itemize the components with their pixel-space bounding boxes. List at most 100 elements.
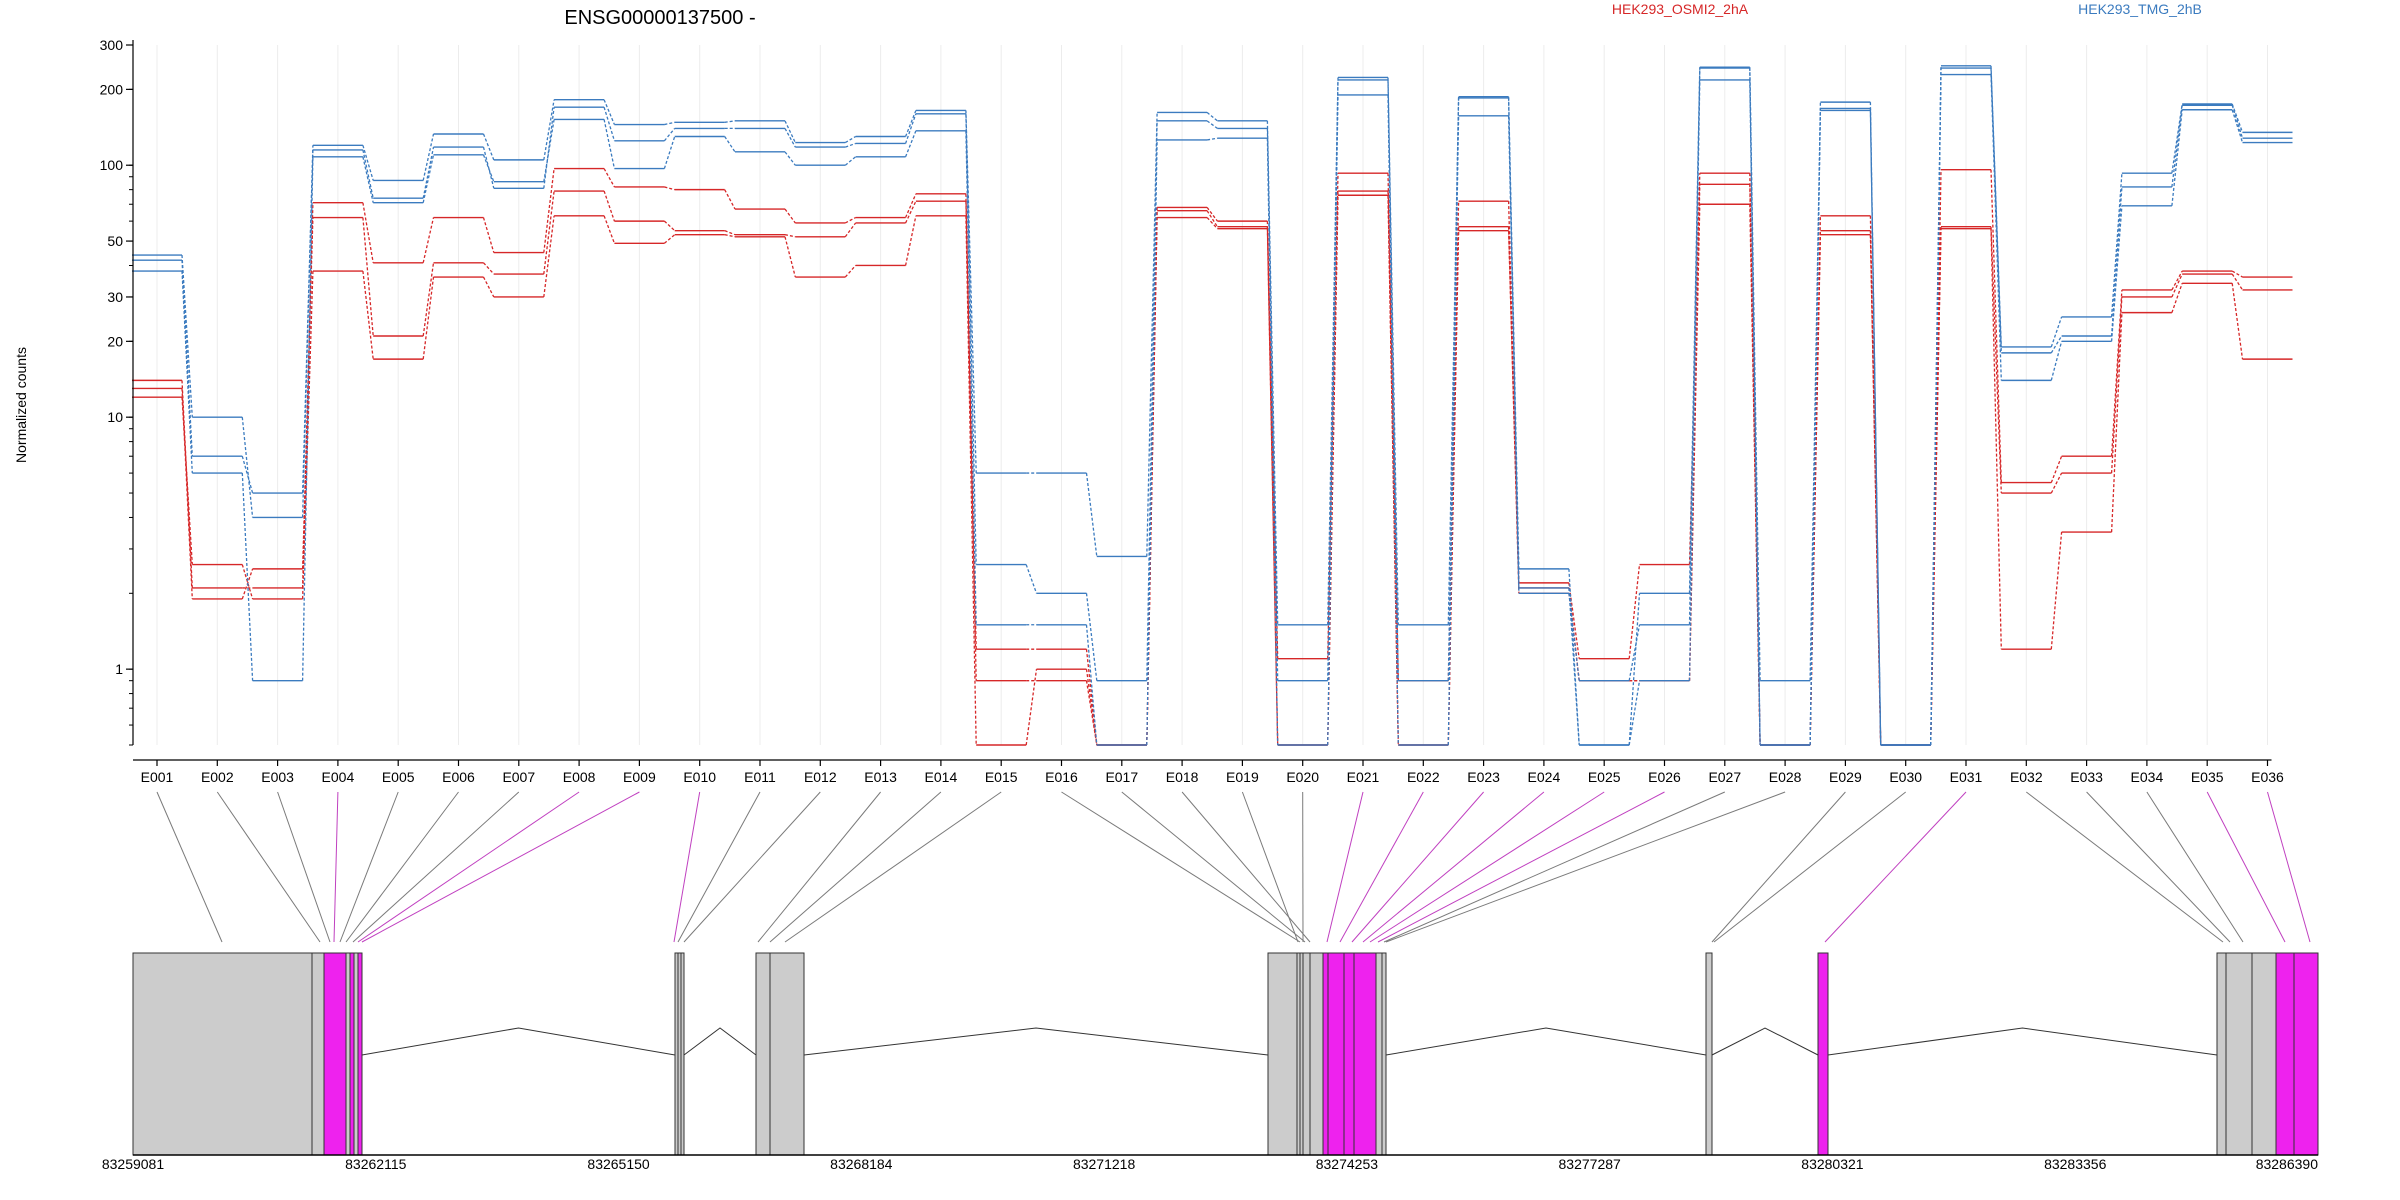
series-connector — [241, 456, 254, 494]
x-tick-label-E028: E028 — [1769, 769, 1802, 785]
exon-connector-E036 — [2267, 791, 2311, 943]
exon-box — [1381, 952, 1387, 1156]
series-connector — [603, 215, 616, 244]
genomic-coordinate-label: 83259081 — [102, 1156, 165, 1172]
gene-model: 83259081 83262115 83265150 83268184 83271218… — [102, 952, 2319, 1172]
intron — [1385, 1027, 1707, 1056]
axes: 1 10 20 30 50 100 200 300 E001 E002 E003 E004 E005 E0… — [100, 37, 2284, 785]
y-tick-label: 30 — [107, 289, 123, 305]
exon-connector-E022 — [1339, 791, 1424, 943]
exon-connector-E023 — [1351, 791, 1484, 943]
series-connector — [1387, 77, 1399, 625]
series-connector — [965, 215, 977, 746]
series-connector — [1146, 112, 1158, 557]
series-connector — [1387, 94, 1399, 746]
genomic-coordinate-label: 83286390 — [2256, 1156, 2319, 1172]
series-connector — [724, 189, 736, 210]
exon-connector-E021 — [1326, 791, 1364, 943]
exon-connectors — [156, 791, 2311, 943]
series-connector — [362, 202, 374, 263]
exon-box — [1267, 952, 1298, 1156]
series-connector — [1990, 74, 2002, 381]
series-connector — [1990, 228, 2002, 650]
series-connector — [1628, 564, 1641, 659]
exon-connector-E028 — [1385, 791, 1786, 943]
series-connector — [1447, 97, 1460, 681]
series-connector — [543, 107, 555, 189]
series-connector — [724, 136, 736, 153]
exon-box — [357, 952, 363, 1156]
series-connector — [784, 236, 796, 278]
series-connector — [543, 99, 555, 160]
series-connector — [1990, 65, 2002, 347]
exon-connector-E005 — [339, 791, 399, 943]
x-tick-label-E007: E007 — [502, 769, 535, 785]
x-tick-label-E024: E024 — [1528, 769, 1561, 785]
series-connector — [2050, 341, 2063, 381]
series-connector — [1085, 680, 1098, 746]
series-connector — [664, 186, 675, 191]
series-connector — [2110, 312, 2123, 533]
x-tick-label-E034: E034 — [2131, 769, 2164, 785]
series-connector — [603, 119, 616, 169]
series-connector — [1327, 173, 1339, 659]
exon-box — [769, 952, 805, 1156]
series-connector — [1869, 108, 1882, 746]
x-tick-label-E004: E004 — [322, 769, 355, 785]
series-connector — [663, 136, 676, 169]
y-tick-label: 1 — [115, 661, 123, 677]
series-connector — [241, 417, 254, 518]
series-connector — [1688, 67, 1701, 594]
x-tick-label-E010: E010 — [683, 769, 716, 785]
legend-entry-osmi2: HEK293_OSMI2_2hA — [1612, 1, 1749, 17]
series-connector — [905, 200, 917, 224]
exon-connector-E008 — [357, 791, 580, 943]
series-connector — [1266, 138, 1279, 746]
x-tick-label-E001: E001 — [141, 769, 174, 785]
x-tick-label-E002: E002 — [201, 769, 234, 785]
series-connector — [1749, 79, 1761, 746]
exon-box — [1705, 952, 1713, 1156]
series-connector — [2050, 316, 2063, 348]
exon-connector-E018 — [1181, 791, 1311, 943]
x-tick-label-E023: E023 — [1467, 769, 1500, 785]
series-connector — [603, 106, 616, 141]
series-connector — [2171, 109, 2183, 206]
x-tick-label-E003: E003 — [261, 769, 294, 785]
exon-box — [323, 952, 347, 1156]
x-tick-label-E036: E036 — [2251, 769, 2284, 785]
vertical-gridlines — [156, 45, 2268, 745]
series-connector — [1025, 669, 1038, 746]
x-tick-label-E022: E022 — [1407, 769, 1440, 785]
series-connector — [1447, 96, 1460, 625]
exon-connector-E029 — [1711, 791, 1846, 943]
exon-box — [2225, 952, 2253, 1156]
series-connector — [543, 190, 555, 275]
series-connector — [784, 120, 796, 143]
exon-box — [1343, 952, 1355, 1156]
chart-title: ENSG00000137500 - — [564, 7, 755, 29]
series-connector — [1206, 120, 1218, 129]
x-tick-label-E021: E021 — [1347, 769, 1380, 785]
x-tick-label-E027: E027 — [1708, 769, 1741, 785]
x-tick-label-E030: E030 — [1889, 769, 1922, 785]
series-connector — [2171, 283, 2183, 313]
series-connector — [362, 156, 374, 203]
exon-box — [1327, 952, 1345, 1156]
x-tick-label-E029: E029 — [1829, 769, 1862, 785]
series-connector — [1206, 207, 1218, 222]
genomic-coordinate-label: 83277287 — [1559, 1156, 1622, 1172]
series-connector — [1507, 97, 1520, 594]
genomic-coordinate-label: 83271218 — [1073, 1156, 1136, 1172]
exon-connector-E003 — [277, 791, 331, 943]
series-connector — [844, 216, 856, 224]
series-connector — [1688, 68, 1701, 625]
series-connector — [1085, 624, 1098, 746]
exon-connector-E014 — [769, 791, 942, 943]
x-tick-label-E008: E008 — [563, 769, 596, 785]
series-connector — [724, 234, 736, 238]
series-connector — [2050, 532, 2063, 650]
series-connector — [2231, 103, 2244, 133]
x-tick-label-E025: E025 — [1588, 769, 1621, 785]
series-connector — [422, 276, 435, 360]
